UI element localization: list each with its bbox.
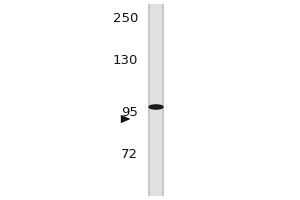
Ellipse shape	[148, 104, 164, 110]
Text: 95: 95	[121, 106, 138, 119]
Text: 72: 72	[121, 148, 138, 160]
Bar	[148, 4, 164, 196]
Polygon shape	[121, 115, 130, 123]
Bar	[150, 4, 163, 196]
Text: 250: 250	[112, 12, 138, 25]
Text: 130: 130	[112, 53, 138, 66]
